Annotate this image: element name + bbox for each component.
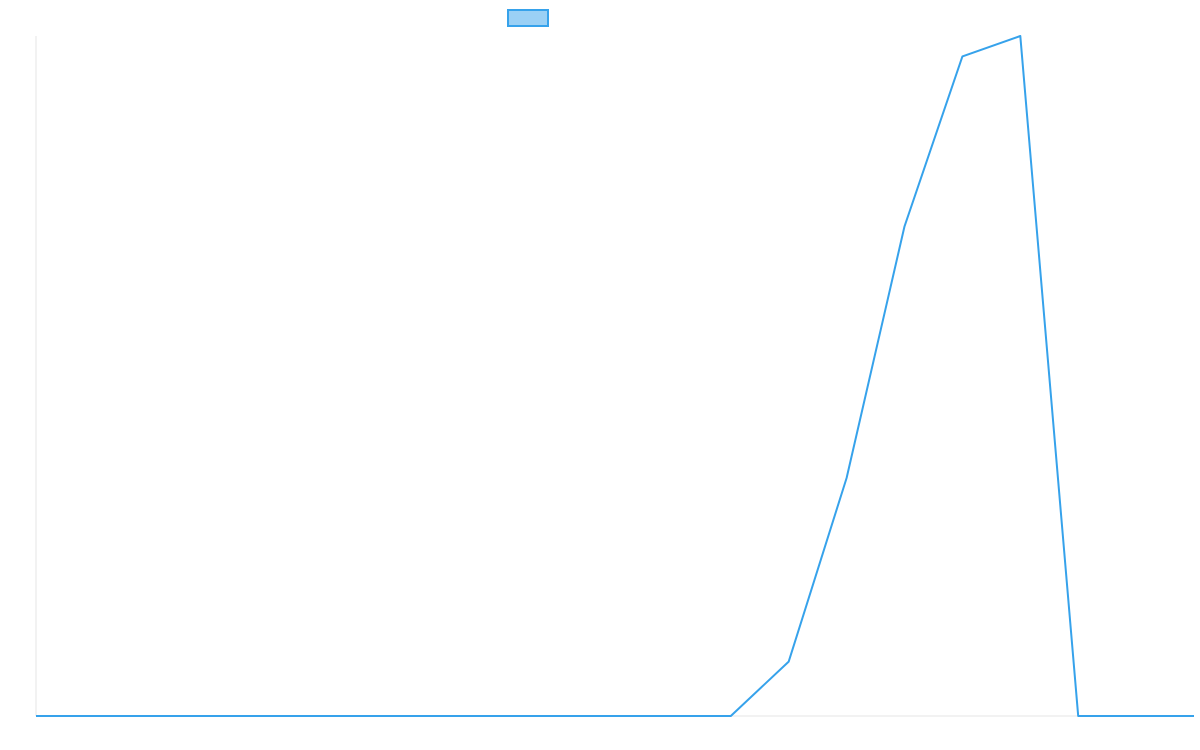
data-point[interactable]: [959, 53, 965, 59]
data-point[interactable]: [902, 223, 908, 229]
series-line-0[interactable]: [36, 35, 1194, 717]
data-point[interactable]: [612, 713, 618, 719]
legend-swatch[interactable]: [507, 9, 549, 27]
axes: [35, 36, 1194, 717]
data-point[interactable]: [1075, 713, 1081, 719]
data-point[interactable]: [844, 475, 850, 481]
data-point[interactable]: [1017, 33, 1023, 39]
series-layer: [33, 33, 1197, 719]
data-point[interactable]: [33, 713, 39, 719]
data-point[interactable]: [1191, 713, 1197, 719]
legend[interactable]: [507, 9, 549, 27]
data-point[interactable]: [728, 713, 734, 719]
data-point[interactable]: [786, 659, 792, 665]
